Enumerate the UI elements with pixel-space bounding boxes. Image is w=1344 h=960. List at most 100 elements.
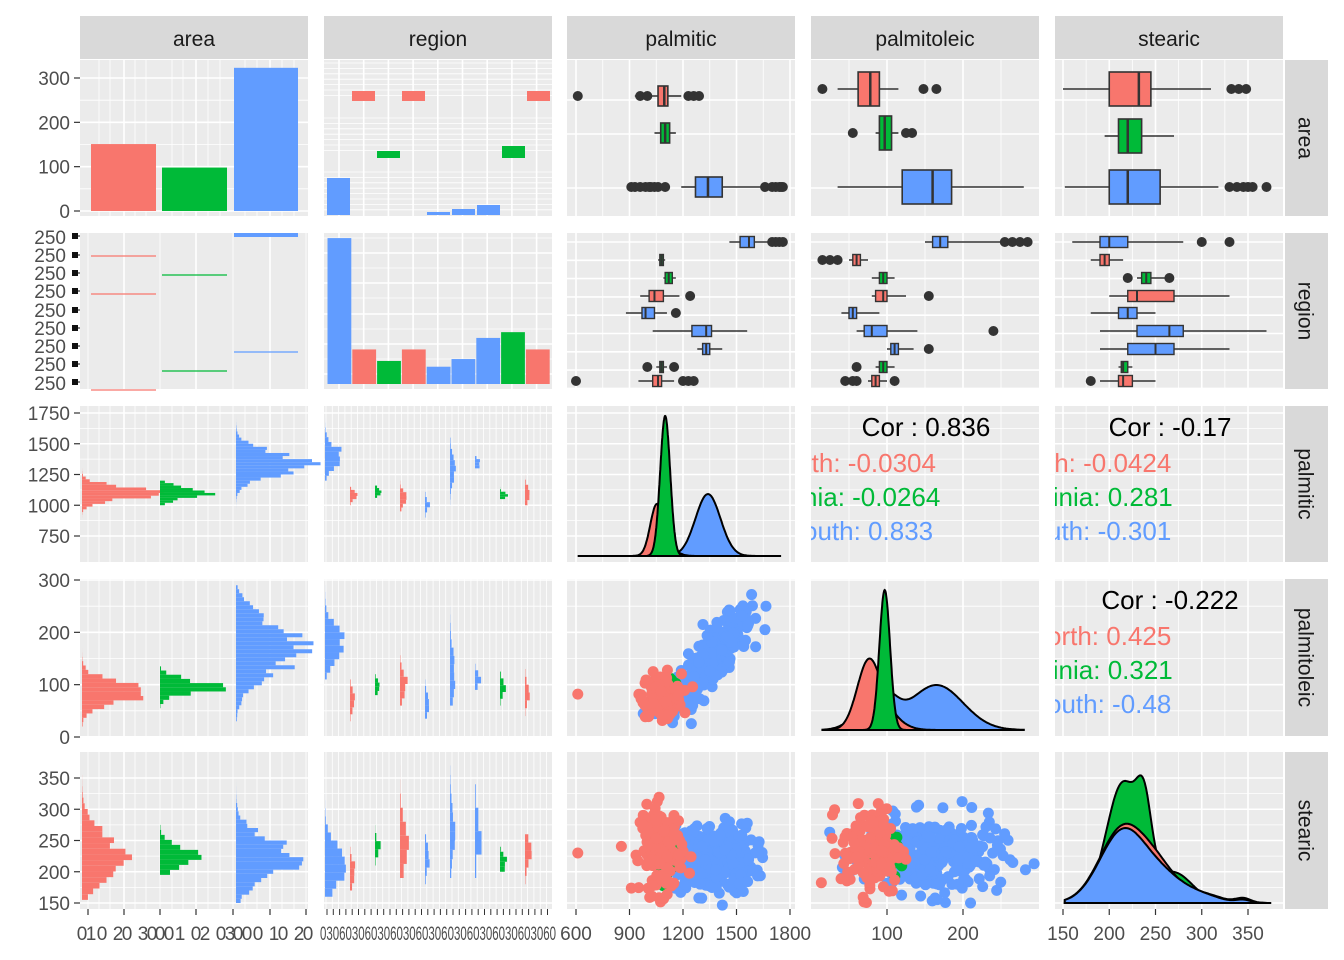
hist-region-stearic bbox=[400, 793, 401, 808]
box-stearic-region-box bbox=[1099, 235, 1129, 249]
point-ple-st-North bbox=[883, 885, 895, 897]
hist-palmitic-Sardinia bbox=[160, 492, 216, 496]
point-ple-st-North bbox=[842, 866, 854, 878]
box-palmitoleic-outlier bbox=[931, 84, 942, 94]
hist-region-palmitic bbox=[500, 491, 506, 495]
hist-region-stearic bbox=[425, 834, 427, 843]
point-ple-st-South bbox=[966, 801, 978, 813]
point-ple-st-South bbox=[960, 873, 972, 885]
point-ple-st-South bbox=[907, 823, 919, 835]
bar-area-Sardinia bbox=[162, 167, 227, 211]
hist-stearic-North bbox=[82, 888, 94, 895]
hist-region-stearic bbox=[425, 850, 429, 860]
hist-region-palmitic bbox=[425, 497, 427, 503]
hist-palmitoleic-South bbox=[236, 653, 297, 658]
hist-stearic-North bbox=[82, 865, 116, 872]
box-stearic-region-outlier bbox=[1085, 376, 1096, 386]
hist-palmitoleic-North bbox=[82, 661, 84, 666]
box-palmitoleic-outlier bbox=[817, 84, 828, 94]
x-tick-label-area: 0 bbox=[122, 924, 133, 945]
box-palmitoleic-region-outlier bbox=[923, 291, 934, 301]
bar-region-count bbox=[327, 238, 352, 384]
point-pal-st-North bbox=[684, 867, 696, 879]
hist-palmitic-South bbox=[236, 449, 266, 453]
hist-region-palmitic bbox=[375, 490, 382, 493]
y-tick-label-overlap: 250 bbox=[34, 319, 66, 340]
corr-group-palmitic-palmitoleic: Cor : 0.836 rth: -0.0304 nia: -0.0264 outh:… bbox=[811, 412, 990, 546]
hist-region-stearic bbox=[525, 850, 532, 860]
hist-region-stearic bbox=[450, 859, 452, 869]
hist-region-palmitoleic bbox=[425, 705, 430, 713]
hist-palmitoleic-North bbox=[82, 669, 89, 675]
hist-stearic-North bbox=[82, 894, 88, 900]
hist-region-palmitoleic bbox=[400, 662, 402, 670]
y-tick-label: 100 bbox=[38, 158, 70, 179]
point-ple-st-North bbox=[881, 803, 893, 815]
hist-stearic-Sardinia bbox=[160, 834, 165, 840]
hist-stearic-North bbox=[82, 791, 83, 798]
strip-right-region bbox=[1285, 233, 1328, 389]
hist-palmitoleic-South bbox=[236, 685, 254, 690]
point-ple-st-South bbox=[995, 876, 1007, 888]
hist-region-palmitic bbox=[350, 502, 351, 506]
hist-region-palmitoleic bbox=[375, 686, 380, 691]
point-pal-st-North bbox=[615, 840, 627, 852]
hist-palmitoleic-North bbox=[82, 713, 87, 718]
hist-stearic-South bbox=[236, 848, 282, 853]
bar-region-count bbox=[352, 349, 377, 384]
strip-right-stearic bbox=[1285, 752, 1328, 909]
hist-palmitoleic-North bbox=[82, 704, 105, 710]
hist-palmitic-North bbox=[82, 503, 93, 507]
panel-1-2 bbox=[567, 233, 795, 389]
y-tick-label-overlap: 250 bbox=[34, 355, 66, 376]
x-tick-label-area: 0 bbox=[278, 924, 289, 945]
hist-palmitic-Sardinia bbox=[160, 497, 178, 501]
x-tick-label: 100 bbox=[871, 924, 903, 945]
strip-top-stearic bbox=[1055, 16, 1283, 59]
box-palmitic-outlier bbox=[777, 182, 788, 192]
point-ple-st-North bbox=[815, 877, 827, 889]
point-pal-ple-South bbox=[711, 622, 723, 634]
box-stearic-region-outlier bbox=[1164, 273, 1175, 283]
y-tick-label-overlap: 250 bbox=[34, 246, 66, 267]
y-tick-mark bbox=[72, 379, 78, 385]
point-pal-ple-South bbox=[687, 700, 699, 712]
hist-palmitic-North bbox=[82, 498, 113, 502]
hist-region-stearic bbox=[525, 859, 529, 868]
box-palmitic-outlier bbox=[635, 91, 646, 101]
hist-region-palmitoleic bbox=[325, 605, 327, 613]
hist-palmitoleic-Sardinia bbox=[160, 687, 226, 692]
bar-area-South bbox=[234, 67, 298, 211]
box-stearic-outlier bbox=[1241, 84, 1252, 94]
hist-region-stearic bbox=[425, 875, 426, 885]
point-pal-ple-North bbox=[639, 699, 651, 711]
point-ple-st-South bbox=[999, 828, 1011, 840]
hist-palmitoleic-South bbox=[236, 697, 243, 702]
panel-4-0 bbox=[80, 752, 308, 909]
hist-region-palmitoleic bbox=[500, 685, 506, 692]
hist-region-palmitoleic bbox=[450, 672, 455, 681]
point-ple-st-South bbox=[919, 854, 931, 866]
box-palmitic-outlier bbox=[660, 182, 671, 192]
x-tick-label-area: 0 bbox=[147, 924, 158, 945]
box-palmitoleic-region-outlier bbox=[988, 326, 999, 336]
hist-palmitoleic-North bbox=[82, 696, 144, 701]
hist-palmitic-Sardinia bbox=[160, 500, 174, 503]
hist-region-palmitoleic bbox=[325, 632, 345, 640]
hist-palmitoleic-South bbox=[236, 705, 240, 710]
point-ple-st-North bbox=[841, 851, 853, 863]
point-pal-st-North bbox=[673, 849, 685, 861]
point-ple-st-South bbox=[973, 873, 985, 885]
x-tick-label-area: 0 bbox=[97, 924, 108, 945]
point-pal-st-North bbox=[654, 858, 666, 870]
point-ple-st-North bbox=[893, 852, 905, 864]
x-tick-label-area: 2 bbox=[200, 924, 211, 945]
hist-region-palmitic bbox=[400, 488, 404, 493]
point-ple-st-South bbox=[970, 855, 982, 867]
hist-stearic-Sardinia bbox=[160, 869, 170, 875]
hist-stearic-South bbox=[236, 861, 302, 866]
point-pal-st-South bbox=[733, 830, 745, 842]
y-tick-label-overlap: 250 bbox=[34, 374, 66, 395]
hist-stearic-South bbox=[236, 865, 300, 870]
hist-region-palmitic bbox=[475, 462, 480, 466]
